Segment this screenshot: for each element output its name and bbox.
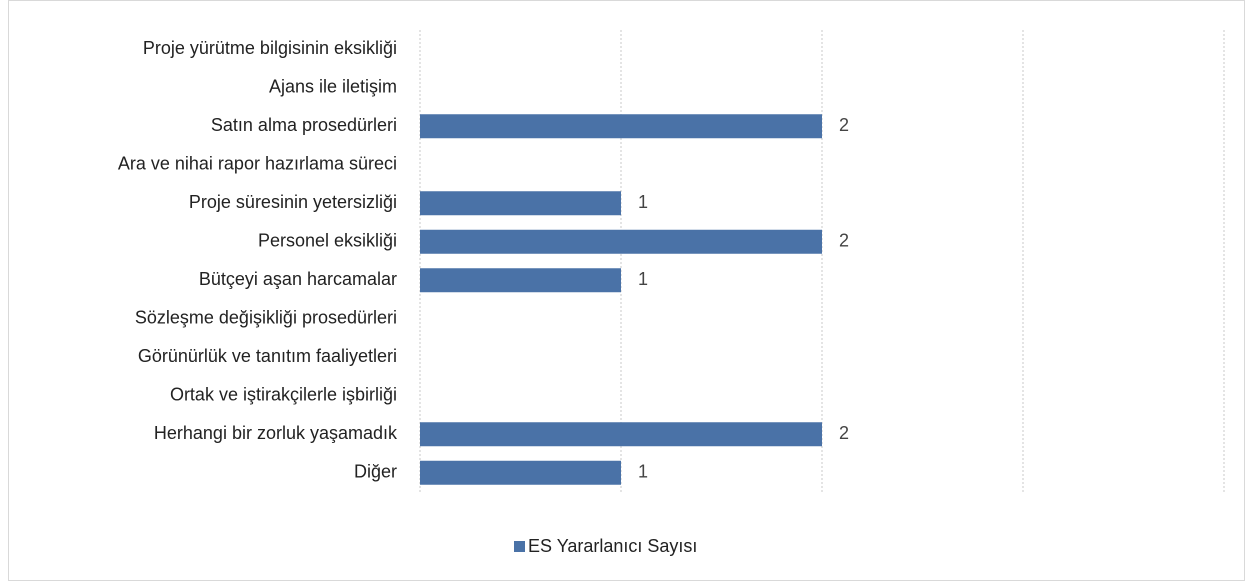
y-tick-label: Sözleşme değişikliği prosedürleri [135, 308, 397, 328]
chart-frame [8, 0, 1245, 581]
data-label: 1 [638, 462, 648, 482]
legend-label: ES Yararlanıcı Sayısı [528, 536, 697, 556]
y-tick-label: Diğer [354, 462, 397, 482]
bar [420, 114, 822, 139]
data-label: 1 [638, 269, 648, 289]
bar [420, 422, 822, 447]
data-label: 2 [839, 423, 849, 443]
y-tick-label: Proje yürütme bilgisinin eksikliği [143, 38, 397, 58]
y-tick-label: Herhangi bir zorluk yaşamadık [154, 423, 398, 443]
data-label: 1 [638, 192, 648, 212]
data-label: 2 [839, 115, 849, 135]
y-tick-label: Bütçeyi aşan harcamalar [199, 269, 397, 289]
bar [420, 268, 621, 293]
y-tick-label: Proje süresinin yetersizliği [189, 192, 397, 212]
legend-swatch [514, 541, 525, 552]
data-label: 2 [839, 231, 849, 251]
y-tick-label: Satın alma prosedürleri [211, 115, 397, 135]
y-tick-label: Ortak ve iştirakçilerle işbirliği [170, 385, 397, 405]
y-tick-label: Ara ve nihai rapor hazırlama süreci [118, 154, 397, 174]
bar [420, 229, 822, 254]
y-tick-label: Personel eksikliği [258, 231, 397, 251]
bar [420, 191, 621, 216]
y-tick-label: Görünürlük ve tanıtım faaliyetleri [138, 346, 397, 366]
y-tick-label: Ajans ile iletişim [269, 77, 397, 97]
bar [420, 460, 621, 485]
